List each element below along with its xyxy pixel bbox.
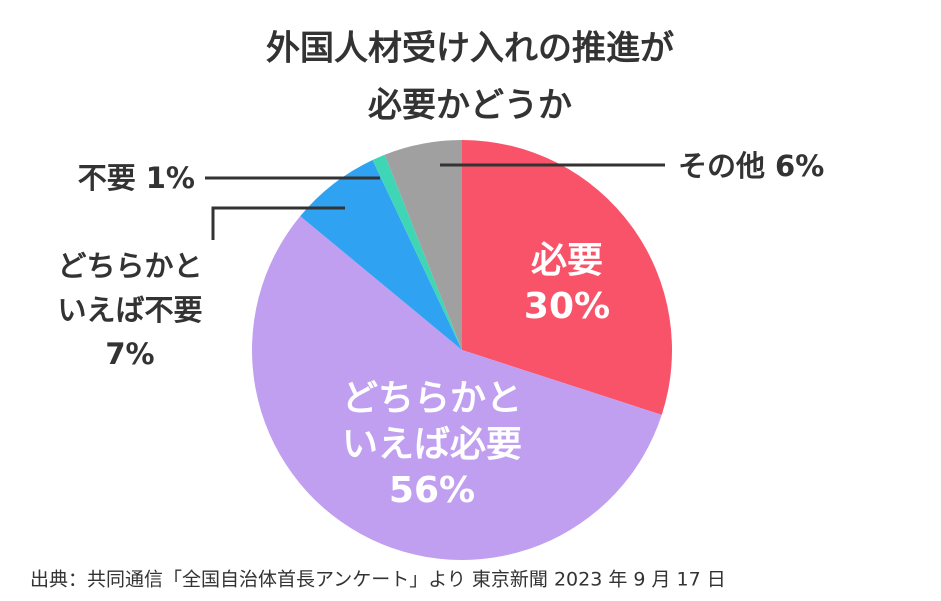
- pie-slice: [252, 216, 662, 561]
- chart-title: 必要かどうか: [368, 86, 572, 126]
- pie-slice: [372, 154, 462, 350]
- slice-label: 必要: [531, 240, 603, 281]
- value-label: 56%: [389, 470, 475, 511]
- value-label: 7%: [105, 337, 154, 371]
- value-label: 1%: [146, 161, 195, 195]
- pie-slice: [462, 140, 672, 415]
- chart-title: 外国人材受け入れの推進が: [266, 29, 674, 69]
- leader-line: [211, 206, 345, 240]
- slice-label: どちらかといえば不要: [57, 249, 202, 327]
- pie-slice: [384, 140, 462, 350]
- source: 出典：共同通信「全国自治体首長アンケート」より 東京新聞 2023 年 9 月 …: [30, 569, 726, 591]
- slice-label: その他: [678, 149, 765, 183]
- slice-label: 不要: [78, 161, 136, 195]
- value-label: 30%: [524, 286, 610, 327]
- slice-label: どちらかといえば必要: [342, 378, 522, 465]
- value-label: 6%: [775, 149, 824, 183]
